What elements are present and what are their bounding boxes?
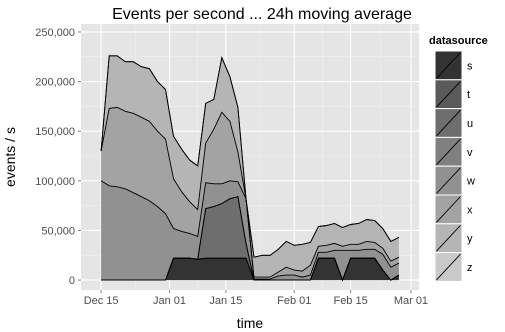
legend-key-stroke [436,224,461,252]
area-outline-z [100,55,400,258]
y-tick-label: 100,000 [35,176,75,188]
y-tick-label: 200,000 [35,77,75,89]
legend-label: t [467,89,470,101]
legend-label: s [467,60,473,72]
y-axis-ticks: 0 50,000 100,000 150,000 200,000 250,000 [35,27,81,287]
x-tick-label: Jan 15 [209,295,242,307]
legend-key-stroke [436,52,461,79]
x-tick-label: Jan 01 [153,295,186,307]
legend-entry-v: v [434,136,473,167]
y-tick-label: 250,000 [35,27,75,39]
x-axis-ticks: Dec 15 Jan 01 Jan 15 Feb 01 Feb 15 Mar 01 [84,290,428,307]
legend-entry-w: w [434,165,475,196]
legend-key-stroke [436,80,461,108]
legend-label: u [467,118,473,130]
x-tick-label: Feb 01 [277,295,311,307]
legend-entry-y: y [434,223,473,254]
y-tick-label: 50,000 [41,225,75,237]
legend-key-stroke [436,109,461,137]
x-tick-label: Dec 15 [84,295,119,307]
legend-label: v [467,147,473,159]
x-axis-title: time [237,315,264,331]
area-outline-v [101,196,400,282]
legend-entry-u: u [434,108,473,138]
y-axis-title: events / s [2,127,18,187]
legend-label: z [467,262,473,274]
area-outline-x [100,106,400,278]
area-layers [100,55,400,282]
area-y [101,55,399,278]
legend-label: w [466,176,475,188]
legend-label: y [467,233,473,245]
legend-key-stroke [436,196,461,223]
area-w [101,180,399,281]
y-tick-label: 0 [69,275,75,287]
legend-label: x [467,204,473,216]
legend-entry-s: s [434,50,473,81]
legend-key-stroke [436,138,461,166]
chart-title: Events per second ... 24h moving average [112,6,412,23]
legend-entry-x: x [434,194,473,225]
x-tick-label: Mar 01 [394,295,428,307]
x-tick-label: Feb 15 [333,295,367,307]
legend-entry-z: z [434,252,473,282]
y-tick-label: 150,000 [35,126,75,138]
legend: s t u v w x y z [434,50,475,282]
legend-title: datasource [429,35,488,47]
legend-key-stroke [436,167,461,194]
legend-entry-t: t [434,79,470,110]
area-x [101,107,399,280]
legend-key-stroke [436,253,461,281]
